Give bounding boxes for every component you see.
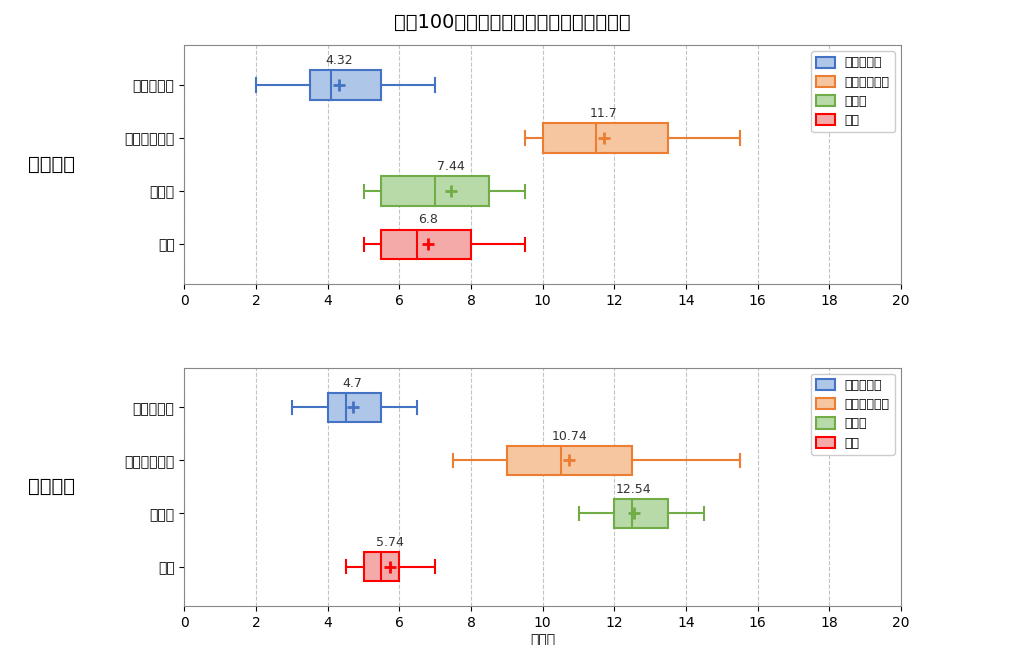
X-axis label: （人）: （人）: [530, 633, 555, 645]
Bar: [309, 70, 381, 99]
Bar: [381, 177, 488, 206]
Bar: [364, 552, 399, 581]
Bar: [381, 230, 471, 259]
Bar: [543, 123, 668, 153]
Text: 水戸一高: 水戸一高: [28, 155, 75, 174]
Text: 7.44: 7.44: [437, 161, 465, 174]
Bar: [507, 446, 632, 475]
Text: 12.54: 12.54: [616, 482, 651, 495]
Text: 10.74: 10.74: [551, 430, 587, 442]
Text: 6.8: 6.8: [418, 213, 438, 226]
Text: 5.74: 5.74: [376, 536, 404, 549]
Bar: [328, 393, 381, 422]
Text: 4.7: 4.7: [343, 377, 362, 390]
Text: 土浦一高: 土浦一高: [28, 477, 75, 497]
Text: 生從100名あたりの国公立の合格実績比較: 生從100名あたりの国公立の合格実績比較: [393, 13, 631, 32]
Legend: 東大・京大, 他旧帝＆一工, 筑横千, 茨大: 東大・京大, 他旧帝＆一工, 筑横千, 茨大: [811, 52, 895, 132]
Text: 11.7: 11.7: [590, 107, 617, 120]
Bar: [614, 499, 668, 528]
Legend: 東大・京大, 他旧帝＆一工, 筑横千, 茨大: 東大・京大, 他旧帝＆一工, 筑横千, 茨大: [811, 373, 895, 455]
Text: 4.32: 4.32: [326, 54, 353, 67]
